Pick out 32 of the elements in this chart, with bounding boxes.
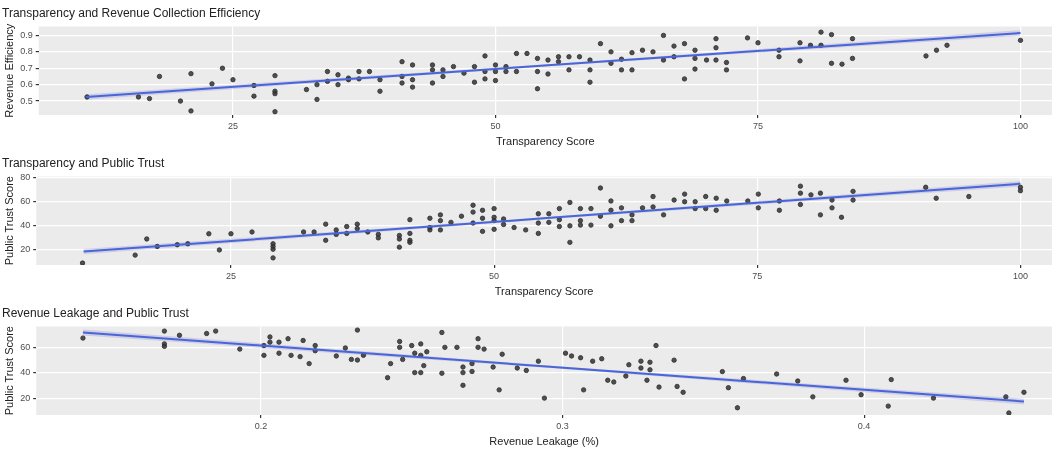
y-tick-label: 20 [20, 392, 31, 403]
y-tick-label: 40 [20, 367, 31, 378]
x-tick-label: 0.2 [254, 420, 268, 431]
y-tick-label: 60 [20, 341, 31, 352]
x-tick-label: 25 [227, 120, 238, 131]
x-axis-title: Transparency Score [496, 135, 595, 148]
y-tick-label: 60 [20, 196, 31, 207]
x-tick-label: 0.3 [556, 420, 569, 431]
x-tick-label: 0.4 [857, 420, 871, 431]
y-axis-title: Public Trust Score [2, 176, 15, 266]
x-tick-label: 50 [489, 270, 500, 281]
x-tick-label: 75 [752, 270, 763, 281]
chart-title: Transparency and Revenue Collection Efficiency [2, 5, 261, 20]
y-tick-label: 0.9 [20, 29, 33, 40]
chart-title: Revenue Leakage and Public Trust [2, 305, 190, 320]
y-tick-label: 80 [20, 172, 31, 183]
y-tick-label: 0.8 [20, 46, 33, 57]
x-tick-label: 100 [1012, 120, 1029, 131]
x-axis-title: Revenue Leakage (%) [489, 435, 599, 448]
x-tick-label: 100 [1012, 270, 1028, 281]
x-axis-title: Transparency Score [494, 285, 594, 298]
y-axis-title: Public Trust Score [2, 326, 15, 416]
x-tick-label: 75 [752, 120, 763, 131]
chart-title: Transparency and Public Trust [2, 155, 165, 170]
y-tick-label: 0.5 [20, 95, 33, 106]
y-tick-label: 40 [20, 220, 31, 231]
y-tick-label: 20 [20, 244, 31, 255]
y-tick-label: 0.6 [20, 79, 33, 90]
y-axis-title: Revenue Efficiency [2, 23, 15, 118]
x-tick-label: 50 [490, 120, 501, 131]
y-tick-label: 0.7 [20, 62, 33, 73]
x-tick-label: 25 [225, 270, 236, 281]
